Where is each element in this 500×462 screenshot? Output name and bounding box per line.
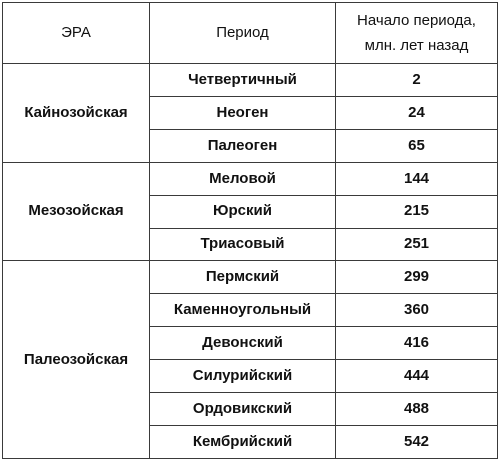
start-cell: 416 xyxy=(335,326,498,361)
table-row: Девонский 416 xyxy=(3,326,498,361)
period-cell: Меловой xyxy=(149,161,336,196)
start-cell: 542 xyxy=(335,424,498,460)
table-row: Ордовикский 488 xyxy=(3,392,498,426)
start-cell: 444 xyxy=(335,359,498,394)
header-start-line2: млн. лет назад xyxy=(364,37,469,54)
start-cell: 215 xyxy=(335,194,498,229)
period-cell: Пермский xyxy=(149,260,336,295)
period-cell: Ордовикский xyxy=(149,392,336,426)
header-row: ЭРА Период Начало периода, млн. лет наза… xyxy=(2,2,498,64)
start-cell: 299 xyxy=(335,260,498,295)
header-period: Период xyxy=(149,2,336,64)
period-cell: Кембрийский xyxy=(149,424,336,460)
table-row: Палеозойская Пермский 299 xyxy=(2,260,498,459)
header-start: Начало периода, млн. лет назад xyxy=(335,2,498,64)
table-row: Юрский 215 xyxy=(3,194,498,229)
table-row: Каменноугольный 360 xyxy=(3,293,498,328)
period-cell: Четвертичный xyxy=(149,63,336,97)
table-row: Кайнозойская Четвертичный 2 xyxy=(2,63,498,163)
period-cell: Каменноугольный xyxy=(149,293,336,328)
table-row: Силурийский 444 xyxy=(3,359,498,394)
era-cell: Мезозойская xyxy=(2,161,150,262)
table-row: Триасовый 251 xyxy=(3,227,498,262)
start-cell: 144 xyxy=(335,161,498,196)
start-cell: 360 xyxy=(335,293,498,328)
period-cell: Юрский xyxy=(149,194,336,229)
start-cell: 251 xyxy=(335,227,498,262)
table-row: Мезозойская Меловой 144 xyxy=(2,161,498,262)
start-cell: 488 xyxy=(335,392,498,426)
period-cell: Девонский xyxy=(149,326,336,361)
era-cell: Кайнозойская xyxy=(2,63,150,163)
header-start-line1: Начало периода, xyxy=(357,11,476,29)
period-cell: Силурийский xyxy=(149,359,336,394)
table-row: Неоген 24 xyxy=(3,95,498,130)
header-era: ЭРА xyxy=(2,2,150,64)
start-cell: 2 xyxy=(335,63,498,97)
start-cell: 24 xyxy=(335,95,498,130)
era-cell: Палеозойская xyxy=(2,260,150,459)
start-cell: 65 xyxy=(335,128,498,163)
table-row: Палеоген 65 xyxy=(3,128,498,163)
period-cell: Триасовый xyxy=(149,227,336,262)
period-cell: Неоген xyxy=(149,95,336,130)
period-cell: Палеоген xyxy=(149,128,336,163)
table-row: Кембрийский 542 xyxy=(3,424,498,460)
